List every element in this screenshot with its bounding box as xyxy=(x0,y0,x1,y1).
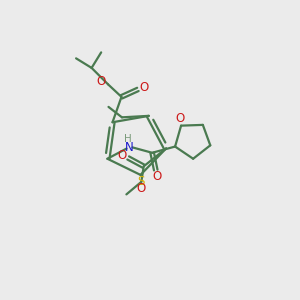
Text: O: O xyxy=(97,75,106,88)
Text: O: O xyxy=(139,80,148,94)
Text: O: O xyxy=(137,182,146,195)
Text: O: O xyxy=(175,112,184,125)
Text: S: S xyxy=(137,175,145,188)
Text: O: O xyxy=(152,170,162,183)
Text: O: O xyxy=(118,149,127,162)
Text: N: N xyxy=(125,141,134,154)
Text: H: H xyxy=(124,134,132,144)
